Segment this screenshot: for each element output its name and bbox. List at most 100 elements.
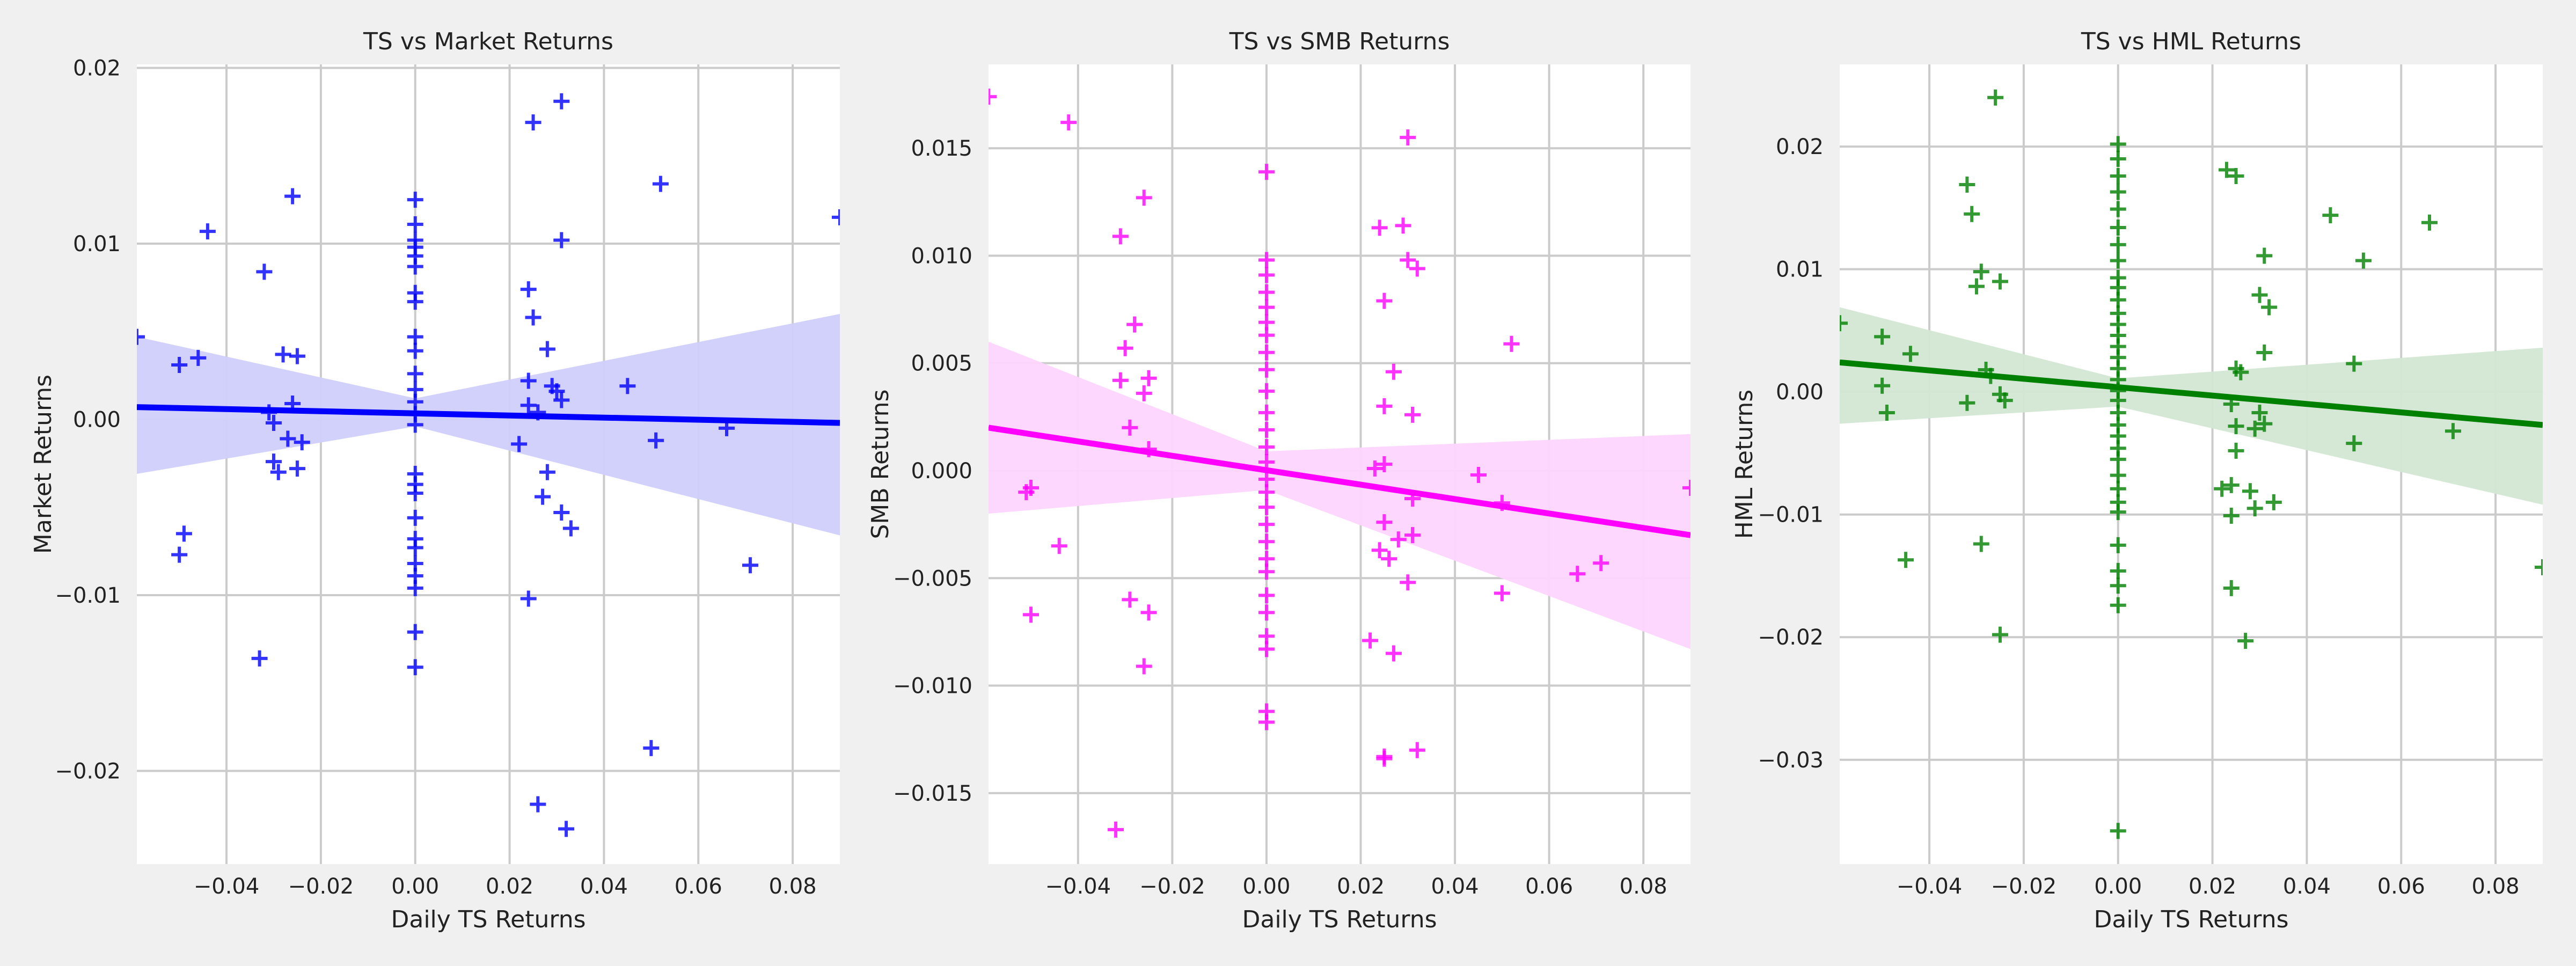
data-point xyxy=(2110,597,2126,613)
x-tick-label: 0.04 xyxy=(580,874,628,899)
data-point xyxy=(2223,477,2240,493)
data-point xyxy=(407,624,423,640)
x-tick-label: 0.04 xyxy=(1431,874,1479,899)
data-point xyxy=(1258,484,1275,501)
y-tick-label: 0.010 xyxy=(911,244,972,268)
x-tick-label: −0.04 xyxy=(1897,874,1963,899)
data-point xyxy=(1376,456,1393,472)
data-point xyxy=(553,93,570,109)
data-point xyxy=(1987,89,2004,106)
data-point xyxy=(2110,136,2126,152)
data-point xyxy=(251,650,268,667)
data-point xyxy=(539,341,555,357)
data-point xyxy=(1117,340,1133,356)
data-point xyxy=(2535,559,2543,575)
data-point xyxy=(2265,494,2282,510)
data-point xyxy=(832,209,840,225)
chart-panel-2: −0.04 −0.02 0.00 0.02 0.04 0.06 0.08 −0.015 −0.0… xyxy=(867,28,1690,933)
data-point xyxy=(1366,460,1383,477)
y-tick-label: 0.00 xyxy=(73,407,121,432)
data-point xyxy=(2218,162,2235,178)
data-point xyxy=(171,546,188,563)
regression-line xyxy=(1840,359,2543,428)
data-point xyxy=(1959,394,1975,411)
data-point xyxy=(1258,327,1275,343)
data-point xyxy=(407,328,423,345)
data-point xyxy=(1902,346,1919,362)
data-point xyxy=(175,525,192,542)
data-point xyxy=(1371,542,1388,559)
data-point xyxy=(2228,418,2244,435)
data-point xyxy=(1409,742,1425,758)
x-tick-label: 0.02 xyxy=(1337,874,1385,899)
data-point xyxy=(520,281,537,298)
data-point xyxy=(1258,564,1275,580)
data-point xyxy=(1258,641,1275,657)
data-point xyxy=(562,520,579,537)
data-point xyxy=(2110,236,2126,253)
data-point xyxy=(1973,536,1989,552)
data-point xyxy=(2246,420,2263,437)
data-point xyxy=(1126,316,1143,333)
data-point xyxy=(1258,714,1275,730)
x-tick-label: 0.04 xyxy=(2283,874,2331,899)
x-tick-label: 0.06 xyxy=(1525,874,1573,899)
data-point xyxy=(2110,219,2126,236)
data-point xyxy=(1258,533,1275,550)
data-point xyxy=(256,264,273,280)
data-point xyxy=(1136,189,1152,206)
regression-line xyxy=(989,425,1690,538)
data-point xyxy=(1018,484,1035,501)
data-point xyxy=(407,294,423,310)
y-tick-label: 0.000 xyxy=(911,459,972,484)
data-point xyxy=(520,372,537,389)
data-point xyxy=(294,434,310,451)
data-point xyxy=(1258,361,1275,378)
data-point xyxy=(1404,527,1421,544)
data-point xyxy=(407,539,423,556)
data-point xyxy=(1136,385,1152,401)
data-point xyxy=(2223,507,2240,524)
data-point xyxy=(2421,214,2438,231)
x-tick-label: −0.04 xyxy=(1045,874,1111,899)
y-axis-label: HML Returns xyxy=(1731,390,1758,539)
x-tick-label: 0.00 xyxy=(391,874,439,899)
data-point xyxy=(1992,273,2008,290)
x-axis-label: Daily TS Returns xyxy=(391,906,586,933)
data-point xyxy=(1395,217,1411,234)
data-point xyxy=(265,453,282,470)
plot-content xyxy=(1840,89,2543,839)
data-point xyxy=(1258,587,1275,604)
data-point xyxy=(535,488,551,505)
y-tick-label: 0.02 xyxy=(73,56,121,81)
data-point xyxy=(2110,823,2126,839)
data-point xyxy=(2110,537,2126,553)
data-point xyxy=(1878,405,1895,421)
data-point xyxy=(2214,480,2230,497)
data-point xyxy=(2251,405,2268,421)
data-point xyxy=(2322,207,2339,224)
data-point xyxy=(280,430,296,447)
data-point xyxy=(2256,415,2273,432)
data-point xyxy=(1569,566,1586,582)
data-point xyxy=(1409,260,1425,277)
x-tick-label: 0.02 xyxy=(486,874,533,899)
x-tick-label: 0.06 xyxy=(675,874,722,899)
data-point xyxy=(1258,516,1275,533)
data-point xyxy=(1258,383,1275,399)
data-point xyxy=(1682,480,1690,496)
x-tick-label: 0.02 xyxy=(2189,874,2236,899)
data-point xyxy=(2110,577,2126,594)
confidence-band xyxy=(137,314,840,536)
y-tick-label: 0.01 xyxy=(73,232,121,257)
x-tick-label: 0.08 xyxy=(769,874,817,899)
data-point xyxy=(558,821,575,837)
data-point xyxy=(1376,514,1393,531)
data-point xyxy=(2110,167,2126,184)
data-point xyxy=(989,89,997,105)
x-tick-label: 0.08 xyxy=(2472,874,2520,899)
data-point xyxy=(1503,335,1520,352)
data-point xyxy=(2256,345,2273,361)
x-axis-label: Daily TS Returns xyxy=(1242,906,1437,933)
